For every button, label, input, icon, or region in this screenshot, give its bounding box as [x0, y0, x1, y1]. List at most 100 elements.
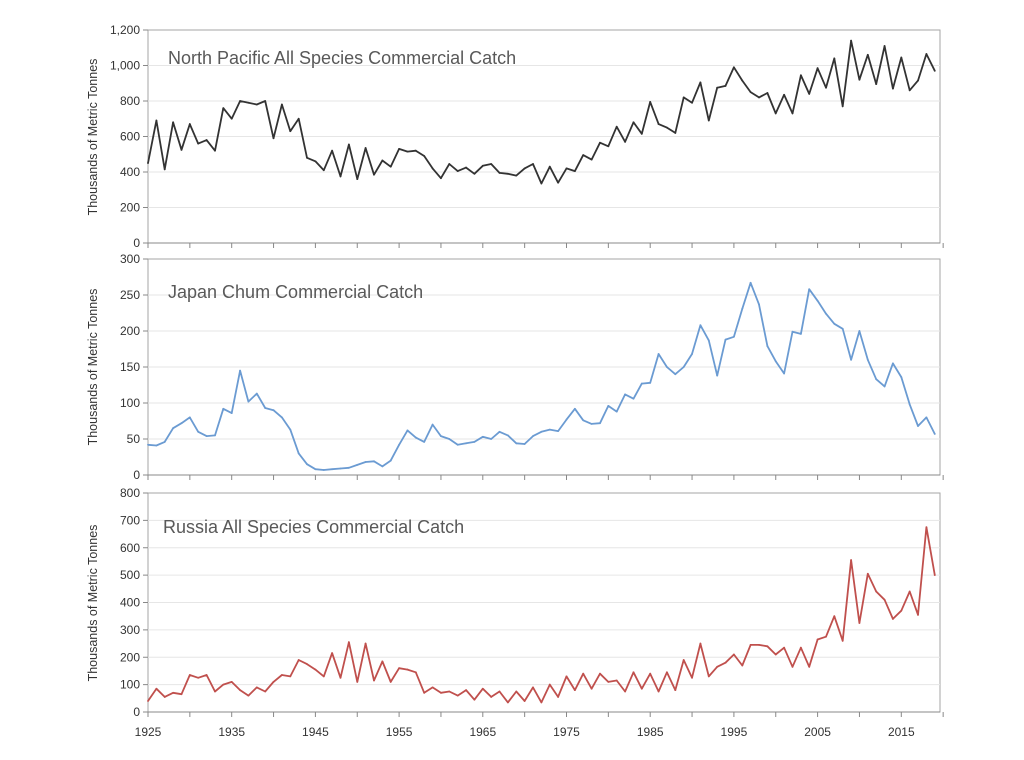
data-point — [281, 674, 283, 676]
data-point — [707, 675, 710, 678]
data-point — [507, 172, 509, 175]
data-point — [582, 672, 585, 675]
data-point — [163, 696, 166, 698]
data-point — [691, 676, 693, 679]
panel-title: Russia All Species Commercial Catch — [163, 517, 464, 537]
data-point — [565, 418, 568, 421]
data-point — [774, 360, 777, 363]
data-point — [423, 691, 426, 694]
data-point — [850, 358, 852, 361]
data-point — [615, 679, 618, 682]
data-point — [423, 155, 426, 157]
data-point — [507, 701, 509, 704]
data-point — [180, 693, 183, 696]
data-point — [774, 653, 777, 656]
data-point — [766, 645, 769, 648]
data-point — [147, 443, 149, 446]
y-tick-label: 800 — [120, 486, 140, 500]
panel-japan-chum: Japan Chum Commercial Catch Thousands of… — [86, 252, 944, 482]
data-point — [406, 150, 409, 153]
data-point — [448, 438, 451, 440]
data-point — [515, 690, 518, 693]
data-point — [498, 690, 501, 693]
y-tick-label: 300 — [120, 623, 140, 637]
data-point — [264, 100, 267, 102]
data-point — [214, 149, 216, 152]
y-tick-label: 600 — [120, 130, 140, 144]
data-point — [825, 635, 827, 638]
data-point — [515, 442, 518, 445]
x-tick-label: 1935 — [218, 725, 245, 739]
data-point — [783, 646, 786, 649]
data-point — [917, 613, 919, 616]
x-tick-label: 1985 — [637, 725, 664, 739]
data-point — [624, 690, 626, 693]
data-point — [381, 465, 384, 468]
data-point — [699, 81, 702, 84]
data-point — [155, 687, 158, 690]
y-tick-label: 50 — [127, 432, 141, 446]
data-point — [498, 430, 501, 433]
data-point — [188, 416, 191, 419]
data-point — [925, 53, 928, 55]
data-point — [473, 440, 476, 443]
data-point — [841, 639, 844, 642]
data-point — [314, 160, 317, 163]
data-point — [331, 652, 334, 655]
y-tick-label: 100 — [120, 678, 140, 692]
data-point — [448, 690, 451, 693]
data-point — [716, 86, 719, 89]
x-tick-label: 2005 — [804, 725, 831, 739]
data-point — [573, 170, 576, 173]
data-point — [180, 422, 183, 425]
data-point — [389, 459, 392, 462]
data-point — [632, 397, 635, 400]
data-point — [481, 687, 484, 690]
data-point — [733, 653, 735, 656]
data-point — [289, 130, 292, 133]
data-point — [557, 181, 560, 184]
y-tick-label: 400 — [120, 165, 140, 179]
data-point — [297, 452, 300, 455]
data-point — [197, 430, 200, 433]
data-point — [858, 78, 861, 81]
data-point — [758, 644, 760, 646]
data-point — [414, 436, 417, 439]
data-point — [883, 45, 886, 47]
data-point — [398, 443, 400, 446]
data-point — [908, 89, 911, 92]
x-tick-label: 1955 — [386, 725, 413, 739]
data-point — [456, 170, 459, 173]
data-point — [289, 428, 292, 431]
data-point — [264, 690, 267, 693]
data-point — [774, 112, 777, 115]
data-point — [833, 322, 836, 325]
data-point — [883, 598, 886, 601]
data-point — [180, 148, 183, 151]
data-point — [398, 667, 400, 670]
data-point — [866, 572, 869, 575]
data-point — [172, 691, 175, 694]
data-point — [808, 665, 811, 668]
data-point — [666, 366, 668, 368]
data-point — [440, 177, 442, 180]
x-tick-label: 1945 — [302, 725, 329, 739]
data-point — [456, 694, 459, 697]
data-point — [481, 435, 484, 438]
x-tick-label: 1975 — [553, 725, 580, 739]
data-point — [398, 148, 400, 150]
data-point — [356, 464, 359, 466]
data-point — [456, 443, 459, 446]
data-point — [414, 671, 417, 674]
data-point — [532, 686, 534, 689]
y-tick-label: 1,200 — [110, 23, 140, 37]
data-point — [808, 93, 811, 95]
data-point — [900, 56, 903, 59]
data-point — [691, 353, 693, 355]
data-point — [548, 428, 551, 431]
data-point — [188, 674, 191, 676]
data-point — [347, 641, 350, 644]
data-point — [147, 162, 149, 165]
y-tick-label: 150 — [120, 360, 140, 374]
data-point — [557, 430, 560, 432]
